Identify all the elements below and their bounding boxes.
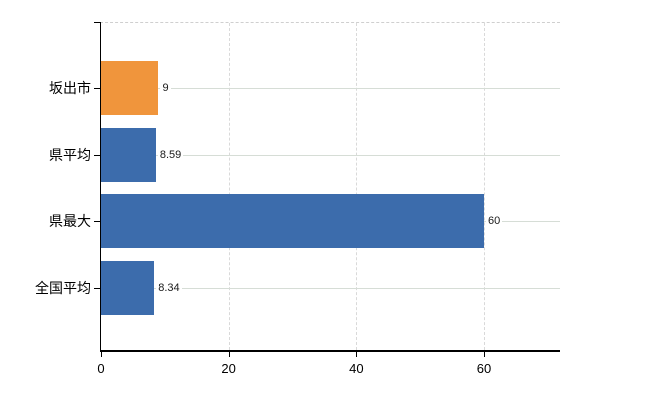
x-axis-tick [228, 352, 230, 357]
y-axis-tick [94, 154, 100, 156]
bar-value-label: 8.34 [156, 261, 182, 315]
h-gridline [101, 288, 560, 289]
plot-top-border [100, 22, 560, 23]
category-label: 県最大 [49, 213, 91, 230]
x-tick-label: 20 [221, 361, 236, 376]
x-tick-label: 40 [349, 361, 364, 376]
category-label: 県平均 [49, 146, 91, 163]
bar [101, 194, 484, 249]
x-axis-tick [356, 352, 358, 357]
bar-value-label: 8.59 [157, 127, 184, 182]
x-axis-tick [101, 352, 102, 357]
x-tick-label: 60 [476, 361, 492, 376]
x-axis-line [100, 350, 560, 352]
bar [101, 61, 159, 115]
y-axis-tick [94, 288, 100, 289]
v-gridline [228, 23, 230, 350]
bar-value-label: 9 [160, 61, 171, 115]
bar-value-label: 60 [486, 194, 503, 249]
bar [101, 261, 155, 315]
y-axis-top-tick [94, 22, 100, 23]
y-axis-line [100, 22, 101, 352]
y-axis-tick [94, 88, 100, 89]
v-gridline [484, 23, 485, 350]
category-label: 坂出市 [49, 80, 91, 96]
h-gridline [101, 154, 560, 156]
x-axis-tick [484, 352, 485, 357]
h-gridline [101, 88, 560, 89]
category-label: 全国平均 [35, 280, 91, 296]
bar [101, 127, 156, 182]
y-axis-tick [94, 221, 100, 223]
v-gridline [356, 23, 358, 350]
x-tick-label: 0 [97, 361, 105, 376]
